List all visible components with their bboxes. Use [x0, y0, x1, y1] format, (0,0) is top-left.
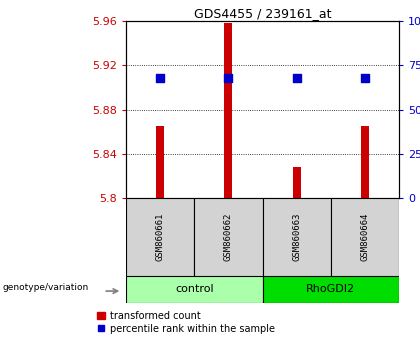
Legend: transformed count, percentile rank within the sample: transformed count, percentile rank withi… [97, 311, 275, 334]
Bar [194, 198, 262, 276]
Text: RhoGDI2: RhoGDI2 [306, 284, 355, 295]
Bar [126, 198, 194, 276]
Point [293, 75, 300, 81]
Text: GSM860662: GSM860662 [224, 213, 233, 261]
Text: GSM860661: GSM860661 [156, 213, 165, 261]
Point [157, 75, 163, 81]
Point [362, 75, 368, 81]
Point [225, 75, 232, 81]
Bar [292, 167, 301, 198]
Bar [156, 126, 164, 198]
Text: control: control [175, 284, 213, 295]
Bar [331, 198, 399, 276]
Text: genotype/variation: genotype/variation [3, 283, 89, 292]
Title: GDS4455 / 239161_at: GDS4455 / 239161_at [194, 7, 331, 20]
Bar [262, 276, 399, 303]
Bar [262, 198, 331, 276]
Bar [361, 126, 369, 198]
Bar [224, 23, 233, 198]
Text: GSM860664: GSM860664 [360, 213, 369, 261]
Bar [126, 276, 262, 303]
Text: GSM860663: GSM860663 [292, 213, 301, 261]
